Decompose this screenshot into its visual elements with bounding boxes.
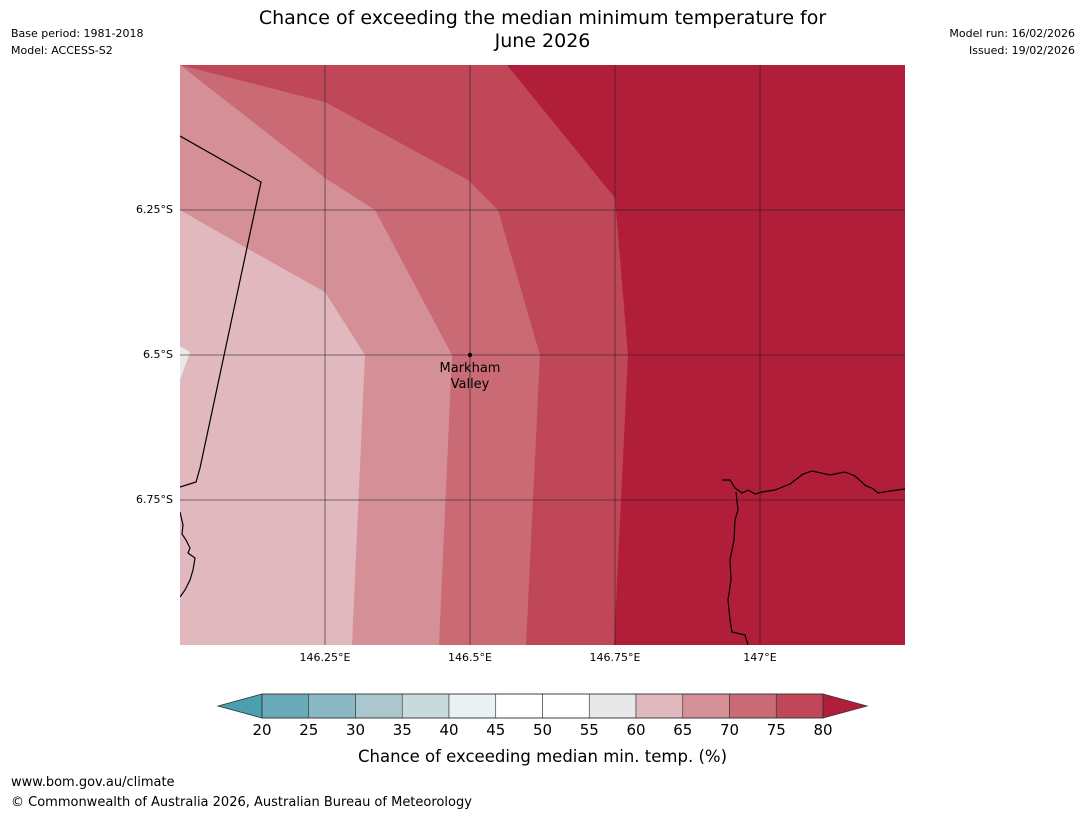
- colorbar-tick-20: 20: [252, 721, 271, 739]
- colorbar-segment-20-25: [261, 693, 310, 719]
- colorbar-tick-35: 35: [393, 721, 412, 739]
- colorbar-tick-60: 60: [626, 721, 645, 739]
- colorbar-tick-25: 25: [299, 721, 318, 739]
- markham-valley-label-line1: Markham: [440, 361, 501, 376]
- lat-label-6-75: 6.75°S: [136, 493, 173, 506]
- colorbar-title: Chance of exceeding median min. temp. (%…: [358, 747, 727, 766]
- colorbar-tick-80: 80: [813, 721, 832, 739]
- metadata-right: Model run: 16/02/2026 Issued: 19/02/2026: [949, 25, 1075, 59]
- lat-label-6-25: 6.25°S: [136, 203, 173, 216]
- colorbar-below-20: [216, 693, 263, 719]
- colorbar-tick-75: 75: [767, 721, 786, 739]
- probability-map: [180, 65, 905, 645]
- colorbar: 20 25 30 35 40 45 50 55 60 65 70 75 80 Chance of exc…: [216, 693, 869, 766]
- footer-url: www.bom.gov.au/climate: [11, 775, 175, 790]
- colorbar-tick-70: 70: [720, 721, 739, 739]
- colorbar-segment-30-35: [355, 693, 403, 719]
- colorbar-tick-40: 40: [439, 721, 458, 739]
- colorbar-segment-40-45: [448, 693, 497, 719]
- west-coastline: [180, 511, 196, 598]
- lon-label-147: 147°E: [743, 651, 776, 664]
- colorbar-above-80: [822, 693, 869, 719]
- colorbar-tick-45: 45: [486, 721, 505, 739]
- colorbar-segment-50-55: [542, 693, 590, 719]
- colorbar-segment-55-60: [588, 693, 637, 719]
- lon-label-146-75: 146.75°E: [590, 651, 641, 664]
- lat-label-6-5: 6.5°S: [143, 348, 173, 361]
- model-text: Model: ACCESS-S2: [11, 44, 113, 57]
- river-line: [727, 491, 749, 645]
- footer-copyright: © Commonwealth of Australia 2026, Austra…: [11, 795, 472, 810]
- east-coastline: [722, 470, 905, 495]
- colorbar-tick-labels: 20 25 30 35 40 45 50 55 60 65 70 75 80: [252, 721, 832, 739]
- colorbar-tick-65: 65: [673, 721, 692, 739]
- map-title: Chance of exceeding the median minimum t…: [180, 7, 905, 53]
- colorbar-segments: [261, 693, 824, 719]
- colorbar-segment-65-70: [682, 693, 730, 719]
- colorbar-segment-70-75: [729, 693, 777, 719]
- colorbar-tick-55: 55: [580, 721, 599, 739]
- colorbar-tick-50: 50: [533, 721, 552, 739]
- band-60-65: [180, 136, 365, 645]
- boundaries: [180, 135, 905, 645]
- markham-valley-label-line2: Valley: [451, 377, 490, 392]
- map-title-line1: Chance of exceeding the median minimum t…: [258, 7, 827, 29]
- lon-label-146-25: 146.25°E: [300, 651, 351, 664]
- colorbar-segment-25-30: [308, 693, 356, 719]
- metadata-left: Base period: 1981-2018 Model: ACCESS-S2: [11, 25, 143, 59]
- colorbar-segment-75-80: [775, 693, 824, 719]
- base-period-text: Base period: 1981-2018: [11, 27, 144, 40]
- colorbar-segment-35-40: [401, 693, 450, 719]
- band-55-60: [180, 346, 190, 380]
- issued-text: Issued: 19/02/2026: [968, 44, 1075, 57]
- colorbar-outline: [261, 693, 824, 719]
- colorbar-tick-30: 30: [346, 721, 365, 739]
- lon-label-146-5: 146.5°E: [448, 651, 492, 664]
- model-run-text: Model run: 16/02/2026: [949, 27, 1075, 40]
- colorbar-segment-60-65: [635, 693, 684, 719]
- colorbar-segment-45-50: [495, 693, 543, 719]
- map-title-line2: June 2026: [494, 30, 591, 52]
- markham-valley-marker: [467, 352, 473, 358]
- province-boundary: [180, 135, 262, 488]
